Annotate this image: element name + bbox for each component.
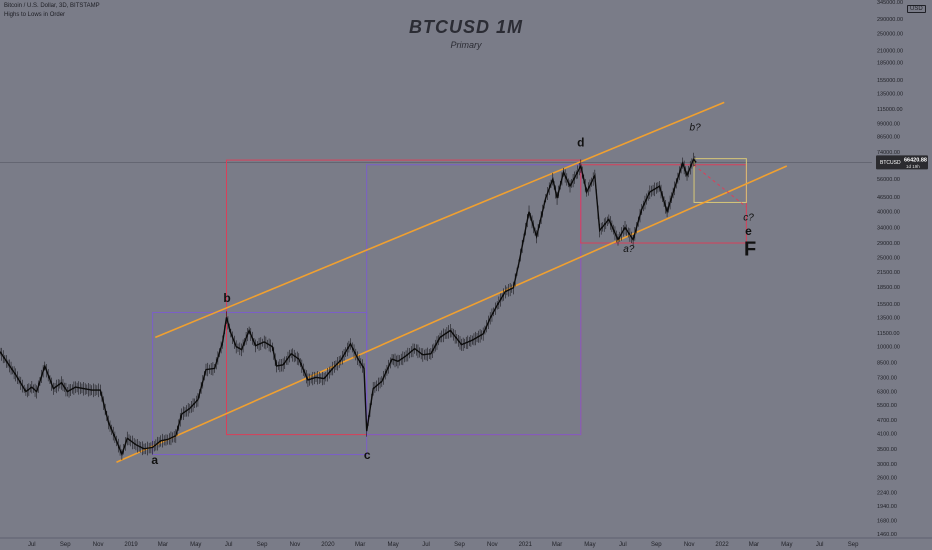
x-tick-label: May (584, 542, 595, 548)
box-red-2 (580, 164, 747, 244)
wave-label-d: d (577, 136, 584, 150)
y-tick-label: 25000.00 (877, 255, 900, 261)
y-tick-label: 15500.00 (877, 302, 900, 308)
plot-area (0, 0, 872, 538)
x-tick-label: 2021 (519, 542, 533, 548)
y-tick-label: 4100.00 (877, 431, 897, 437)
x-tick-label: Jul (225, 542, 233, 548)
x-tick-label: Sep (454, 542, 465, 548)
y-tick-label: 29000.00 (877, 241, 900, 247)
channel-lower (116, 165, 788, 463)
y-tick-label: 86500.00 (877, 135, 900, 141)
last-price-symbol: BTCUSD (880, 160, 901, 166)
x-tick-label: 2019 (124, 542, 138, 548)
x-tick-label: Mar (355, 542, 365, 548)
y-tick-label: 155000.00 (877, 78, 903, 84)
y-tick-label: 40000.00 (877, 210, 900, 216)
y-tick-label: 1680.00 (877, 518, 897, 524)
wave-label-F: F (744, 239, 756, 261)
y-tick-label: 6300.00 (877, 390, 897, 396)
x-tick-label: Sep (651, 542, 662, 548)
y-tick-label: 1460.00 (877, 532, 897, 538)
price-axis-area (872, 0, 932, 550)
y-tick-label: 2600.00 (877, 476, 897, 482)
x-tick-label: Nov (93, 542, 104, 548)
y-tick-label: 135000.00 (877, 91, 903, 97)
x-tick-label: May (387, 542, 398, 548)
last-price-countdown: 1d 19h (906, 164, 920, 169)
y-tick-label: 345000.00 (877, 0, 903, 6)
y-tick-label: 290000.00 (877, 17, 903, 23)
x-tick-label: Sep (257, 542, 268, 548)
x-tick-label: Nov (487, 542, 498, 548)
x-tick-label: 2020 (321, 542, 335, 548)
wave-label-bq: b? (690, 123, 702, 134)
y-tick-label: 7300.00 (877, 375, 897, 381)
y-tick-label: 185000.00 (877, 61, 903, 67)
wave-label-c: c (364, 448, 371, 462)
x-tick-label: Jul (619, 542, 627, 548)
x-tick-label: Sep (848, 542, 859, 548)
currency-badge[interactable]: USD (907, 5, 926, 13)
price-path (0, 158, 697, 457)
chart-title: BTCUSD 1M (408, 17, 523, 37)
y-tick-label: 115000.00 (877, 107, 903, 113)
y-tick-label: 21500.00 (877, 270, 900, 276)
wave-label-e: e (745, 224, 752, 238)
x-tick-label: Nov (290, 542, 301, 548)
chart-subtitle: Primary (450, 40, 482, 50)
y-tick-label: 210000.00 (877, 48, 903, 54)
y-tick-label: 56000.00 (877, 177, 900, 183)
x-tick-label: Sep (60, 542, 71, 548)
x-tick-label: May (190, 542, 201, 548)
x-tick-label: Mar (158, 542, 168, 548)
x-tick-label: Jul (422, 542, 430, 548)
y-tick-label: 74000.00 (877, 150, 900, 156)
x-tick-label: Mar (552, 542, 562, 548)
y-tick-label: 10000.00 (877, 345, 900, 351)
channel-upper (155, 101, 725, 339)
y-tick-label: 3000.00 (877, 462, 897, 468)
last-price-value: 66420.88 (904, 157, 927, 163)
x-tick-label: Mar (749, 542, 759, 548)
wave-label-a: a (151, 453, 158, 467)
y-tick-label: 46500.00 (877, 195, 900, 201)
y-tick-label: 1940.00 (877, 504, 897, 510)
last-price-tag-bg (876, 155, 928, 170)
y-tick-label: 13500.00 (877, 315, 900, 321)
x-tick-label: Nov (684, 542, 695, 548)
wave-label-b: b (223, 291, 230, 305)
x-tick-label: Jul (28, 542, 36, 548)
y-tick-label: 99000.00 (877, 122, 900, 128)
y-tick-label: 4700.00 (877, 418, 897, 424)
x-tick-label: Jul (816, 542, 824, 548)
x-tick-label: May (781, 542, 792, 548)
box-yellow (693, 158, 747, 203)
y-tick-label: 5500.00 (877, 403, 897, 409)
y-tick-label: 2240.00 (877, 490, 897, 496)
wave-label-cq: c? (743, 213, 754, 224)
time-axis-ticks: Jul Sep Nov 2019 Mar May Jul Sep Nov 2020 Mar May Ju… (28, 542, 859, 548)
y-tick-label: 11500.00 (877, 331, 900, 337)
box-purple-2 (366, 164, 582, 436)
y-tick-label: 250000.00 (877, 31, 903, 37)
y-tick-label: 8500.00 (877, 360, 897, 366)
symbol-line: Bitcoin / U.S. Dollar, 3D, BITSTAMP (4, 3, 100, 9)
y-tick-label: 18500.00 (877, 285, 900, 291)
price-axis-ticks: 345000.00 290000.00 250000.00 210000.00 1850… (877, 0, 903, 538)
wave-label-aq: a? (623, 244, 635, 255)
y-tick-label: 34000.00 (877, 226, 900, 232)
projection-dashed-line (693, 164, 747, 208)
x-tick-label: 2022 (715, 542, 729, 548)
y-tick-label: 3500.00 (877, 447, 897, 453)
indicator-line: Highs to Lows in Order (4, 12, 66, 18)
